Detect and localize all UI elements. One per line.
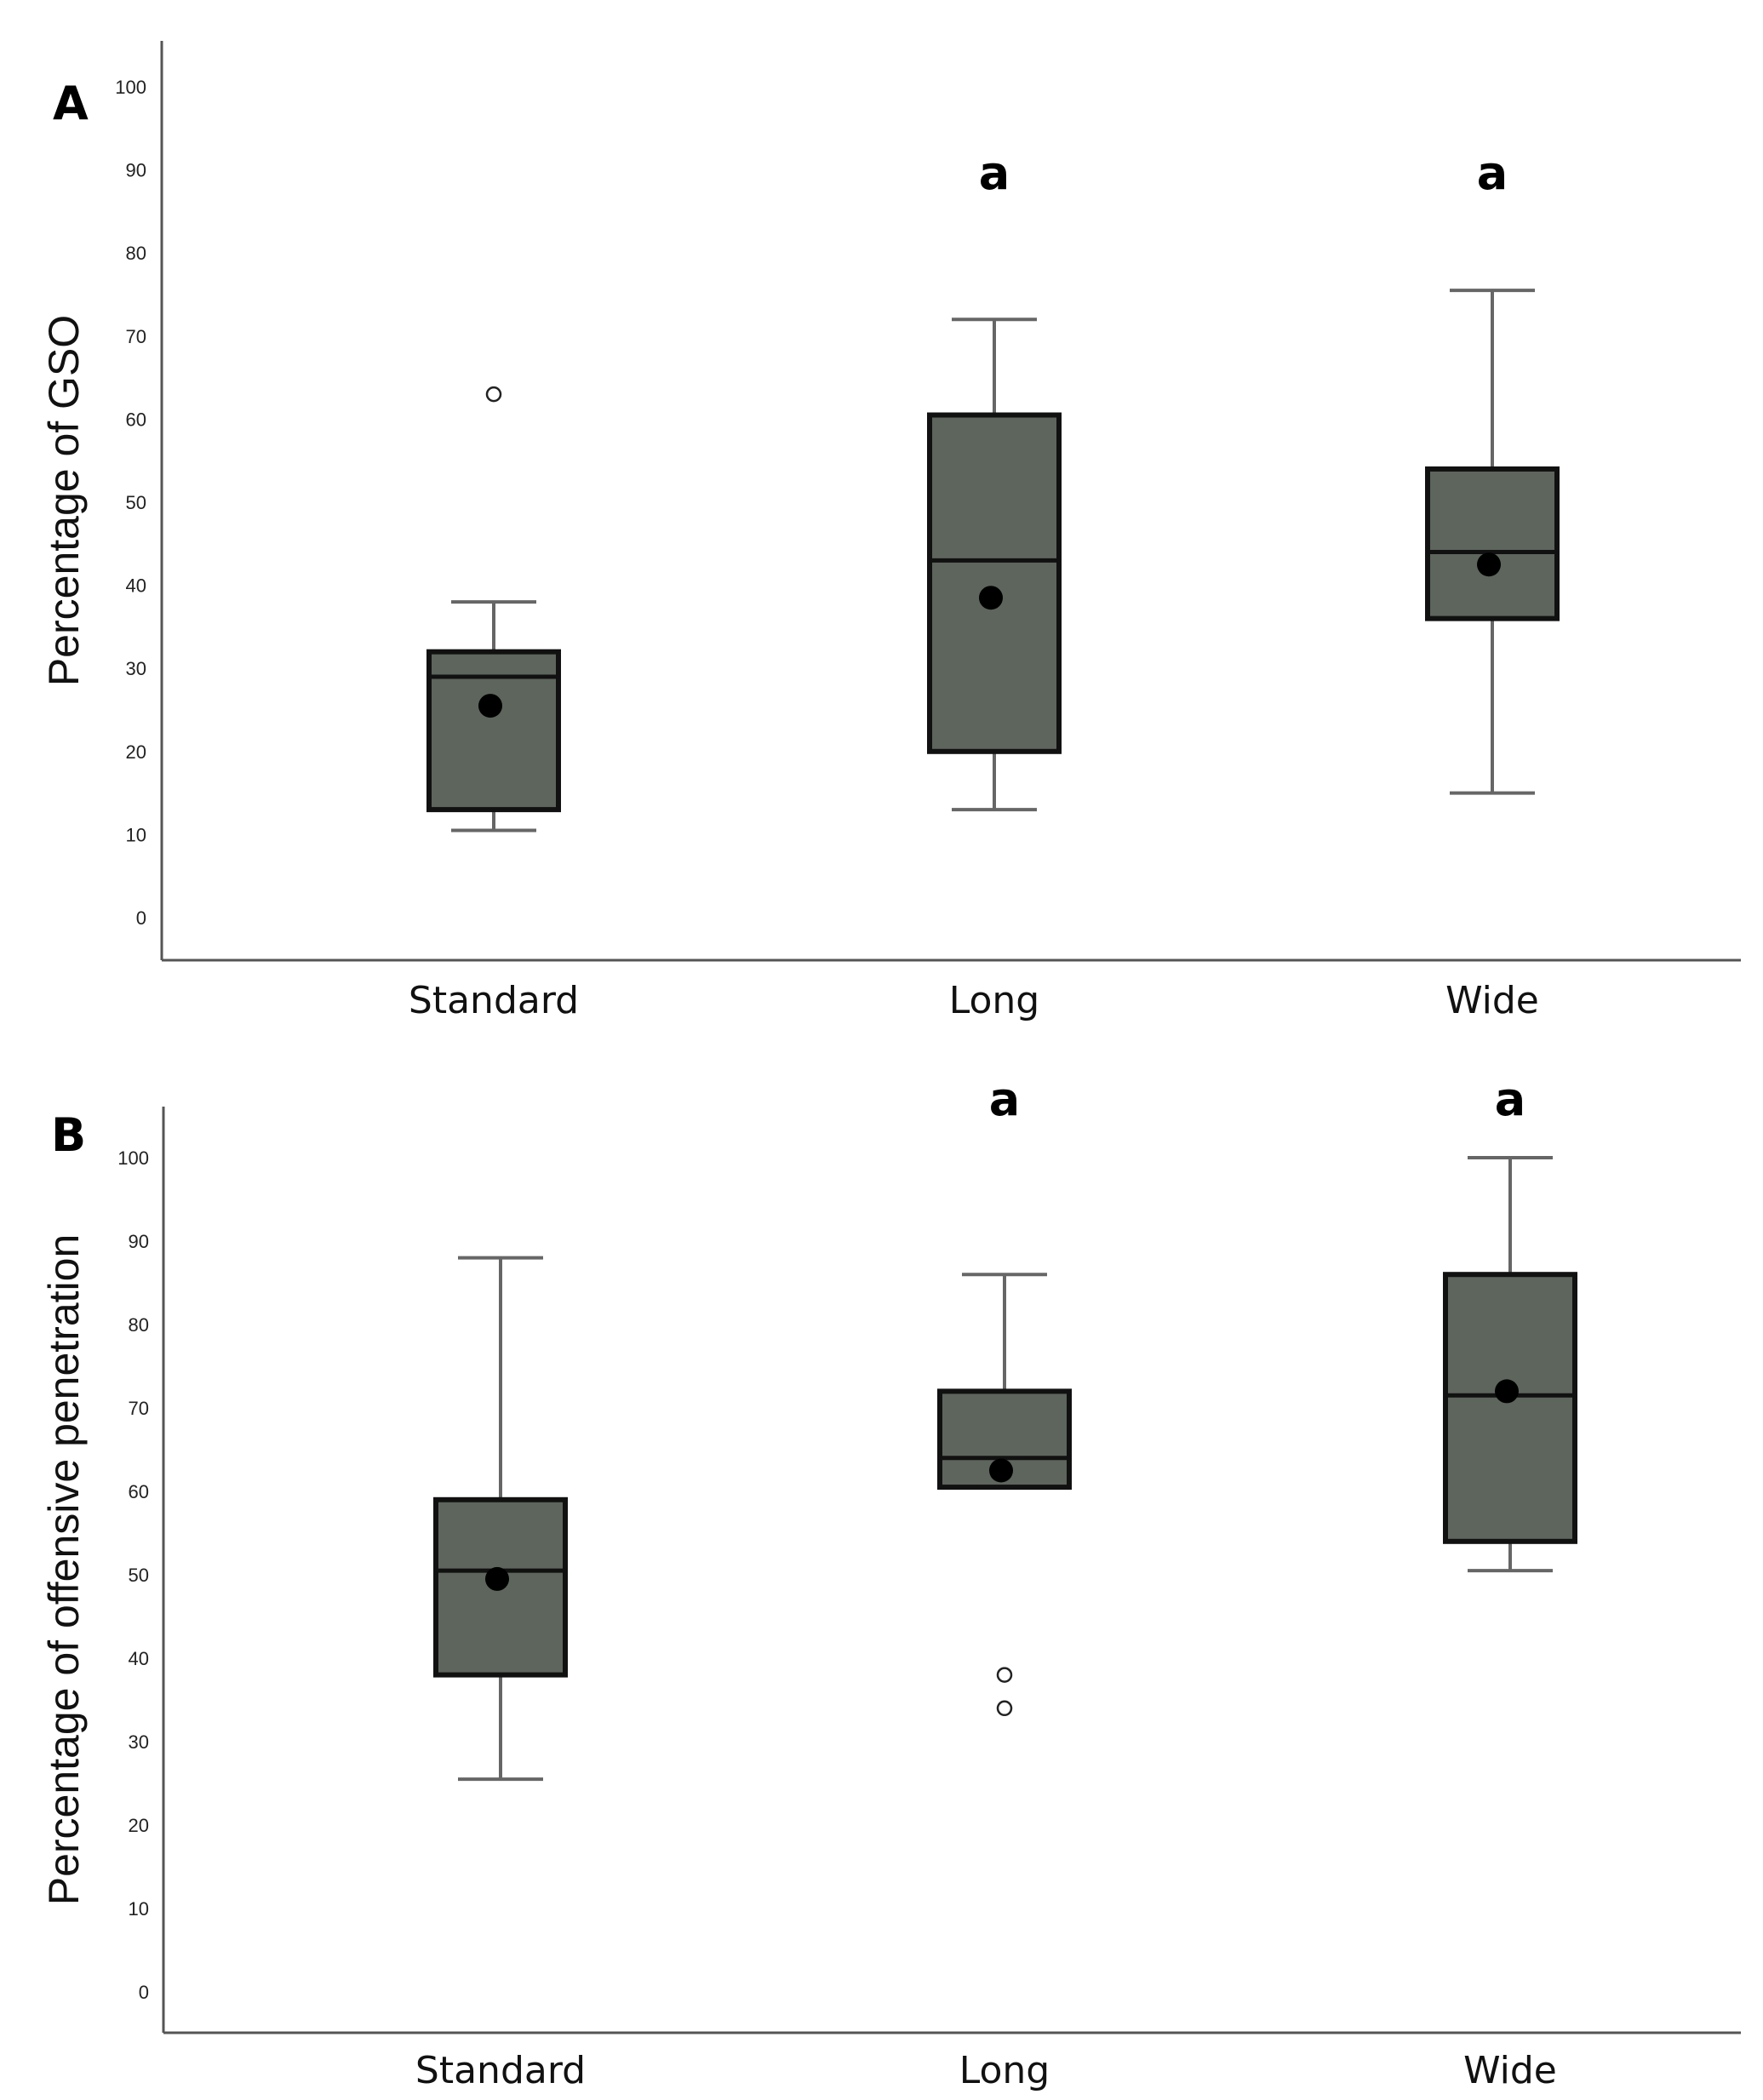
y-tick-label: 60 [126, 409, 146, 430]
y-tick-label: 0 [136, 907, 146, 929]
box-standard [426, 386, 561, 833]
significance-label: a [1477, 146, 1508, 200]
mean-marker [485, 1566, 509, 1591]
y-tick-label: 70 [129, 1398, 149, 1419]
mean-marker [1495, 1379, 1519, 1404]
outlier-point [485, 386, 502, 403]
y-tick-label: 10 [129, 1898, 149, 1920]
y-tick-label: 100 [117, 1147, 149, 1169]
panel-a: A 0 10 20 30 40 50 60 70 80 90 100 Percentage of GSO… [40, 41, 1741, 1022]
y-axis-title: Percentage of offensive penetration [40, 1234, 88, 1906]
y-tick-label: 50 [129, 1565, 149, 1586]
y-tick-label: 40 [126, 575, 146, 597]
x-tick-label: Wide [1463, 2049, 1557, 2092]
box-wide: a [1443, 1073, 1577, 1573]
y-tick-label: 80 [126, 243, 146, 264]
significance-label: a [989, 1073, 1020, 1126]
y-tick-label: 90 [126, 160, 146, 181]
x-tick-label: Wide [1445, 979, 1539, 1022]
y-tick-label: 10 [126, 824, 146, 845]
y-axis-title: Percentage of GSO [40, 315, 88, 686]
significance-label: a [979, 146, 1010, 200]
y-tick-label: 20 [126, 741, 146, 763]
panel-b: B 0 10 20 30 40 50 60 70 80 90 100 Percentage of off… [40, 1073, 1741, 2092]
y-tick-label: 30 [126, 658, 146, 679]
y-tick-label: 30 [129, 1731, 149, 1753]
mean-marker [989, 1458, 1013, 1483]
iqr-box [1425, 466, 1560, 621]
y-tick-label: 60 [129, 1481, 149, 1502]
x-tick-label: Standard [415, 2049, 586, 2092]
y-tick-label: 80 [129, 1314, 149, 1336]
x-tick-label: Long [959, 2049, 1050, 2092]
x-tick-label: Long [949, 979, 1039, 1022]
mean-marker [1477, 552, 1501, 577]
iqr-box [927, 412, 1062, 754]
y-tick-label: 20 [129, 1815, 149, 1836]
significance-label: a [1495, 1073, 1525, 1126]
mean-marker [979, 586, 1003, 610]
box-long: a [927, 146, 1062, 812]
mean-marker [478, 694, 502, 718]
box-standard [433, 1256, 568, 1782]
y-tick-label: 0 [139, 1982, 149, 2003]
panel-label: B [51, 1108, 86, 1162]
iqr-box [1443, 1272, 1577, 1544]
y-tick-label: 50 [126, 492, 146, 513]
y-tick-label: 70 [126, 326, 146, 347]
y-tick-label: 100 [115, 77, 146, 98]
y-tick-label: 40 [129, 1648, 149, 1669]
outlier-point [996, 1667, 1013, 1683]
box-long: a [937, 1073, 1072, 1717]
panel-label: A [53, 77, 89, 130]
box-wide: a [1425, 146, 1560, 795]
y-tick-label: 90 [129, 1231, 149, 1252]
x-tick-label: Standard [409, 979, 579, 1022]
outlier-point [996, 1700, 1013, 1717]
